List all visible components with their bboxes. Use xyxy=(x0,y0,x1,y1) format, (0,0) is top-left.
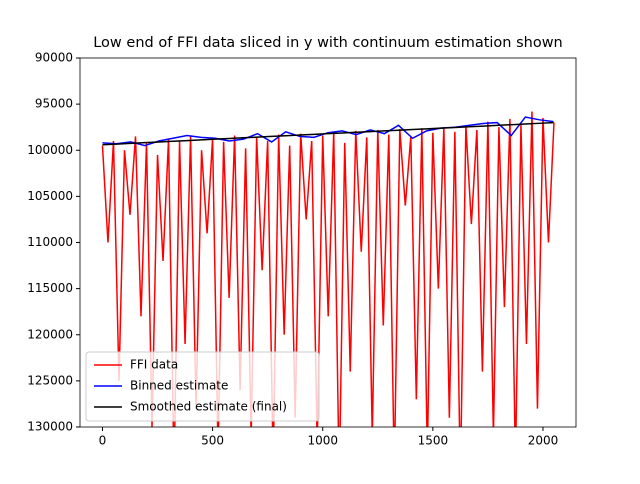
series-line xyxy=(102,116,554,147)
plot-area xyxy=(101,111,555,427)
y-tick-label: 90000 xyxy=(35,51,73,65)
legend-label: Binned estimate xyxy=(130,379,228,393)
series-line xyxy=(102,121,554,146)
y-tick-label: 125000 xyxy=(27,373,73,387)
y-tick-label: 105000 xyxy=(27,189,73,203)
legend-box xyxy=(85,351,320,422)
x-tick-label: 1000 xyxy=(307,434,338,448)
legend-label: Smoothed estimate (final) xyxy=(130,400,287,414)
chart-title: Low end of FFI data sliced in y with con… xyxy=(93,35,563,51)
y-tick-label: 115000 xyxy=(27,281,73,295)
x-tick-label: 0 xyxy=(99,434,107,448)
y-tick-label: 110000 xyxy=(27,235,73,249)
x-tick-label: 500 xyxy=(201,434,224,448)
legend-label: FFI data xyxy=(130,358,178,372)
x-tick-label: 1500 xyxy=(418,434,449,448)
y-tick-label: 95000 xyxy=(35,97,73,111)
y-tick-label: 120000 xyxy=(27,327,73,341)
x-tick-label: 2000 xyxy=(528,434,559,448)
y-tick-label: 130000 xyxy=(27,420,73,434)
series-line xyxy=(101,111,555,427)
y-tick-label: 100000 xyxy=(27,143,73,157)
